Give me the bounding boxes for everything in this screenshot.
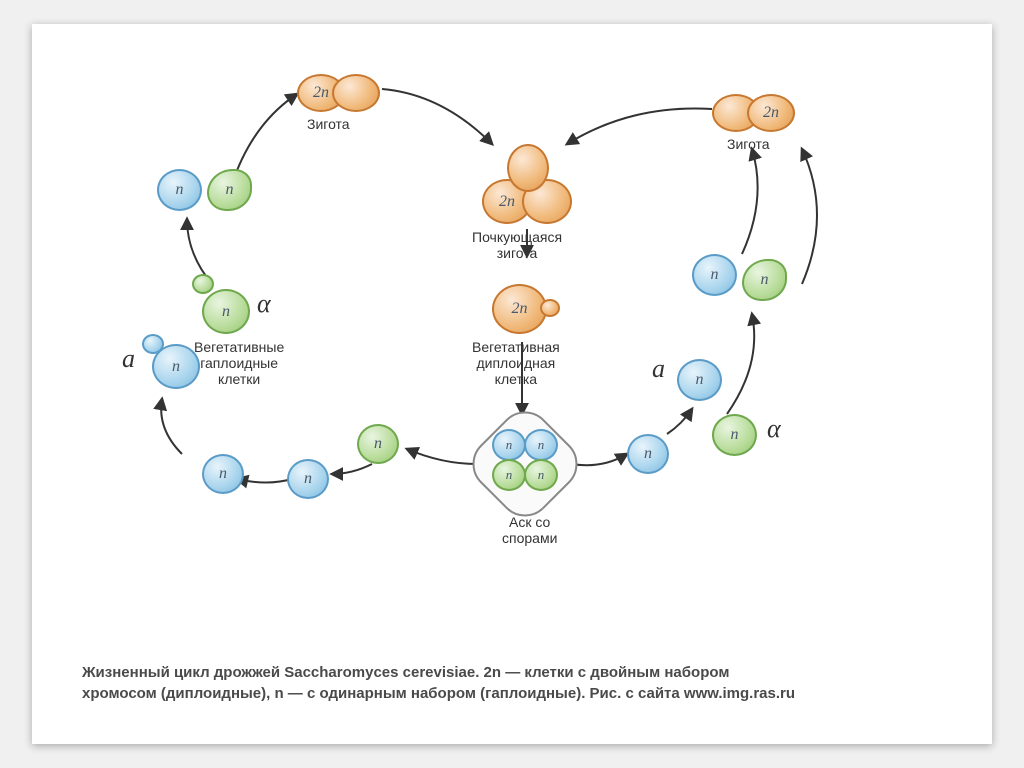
label-budding-zygote: Почкующаяся зигота xyxy=(472,229,562,261)
label-veg-diploid: Вегетативная диплоидная клетка xyxy=(472,339,560,387)
cell-n-blue-mr: n xyxy=(677,359,722,401)
caption-line1: Жизненный цикл дрожжей Saccharomyces cer… xyxy=(82,662,932,683)
ascus-spore-3: n xyxy=(492,459,526,491)
greek-a-right: a xyxy=(652,354,665,384)
cell-n-green-tl: n xyxy=(207,169,252,211)
cell-n-green-mr: n xyxy=(712,414,757,456)
veg-hap-blue: n xyxy=(152,344,200,389)
ploidy-2n: 2n xyxy=(763,104,779,122)
cell-n-blue-tl: n xyxy=(157,169,202,211)
caption: Жизненный цикл дрожжей Saccharomyces cer… xyxy=(82,662,932,704)
cell-n-blue-br: n xyxy=(627,434,669,474)
zygote-right-lobe2: 2n xyxy=(747,94,795,132)
veg-diploid-cell: 2n xyxy=(492,284,547,334)
cell-n-green-bl: n xyxy=(357,424,399,464)
label-ascus: Аск со спорами xyxy=(502,514,557,546)
veg-hap-green: n xyxy=(202,289,250,334)
ploidy-2n: 2n xyxy=(499,193,515,211)
cell-n-blue-bl2: n xyxy=(202,454,244,494)
veg-diploid-bud xyxy=(540,299,560,317)
ascus-spore-2: n xyxy=(524,429,558,461)
cell-n-blue-tr: n xyxy=(692,254,737,296)
ascus-shell xyxy=(461,400,588,527)
ploidy-2n: 2n xyxy=(512,300,528,318)
budding-zygote-lobe3 xyxy=(507,144,549,192)
ascus-spore-4: n xyxy=(524,459,558,491)
veg-hap-green-bud xyxy=(192,274,214,294)
label-zygote-right: Зигота xyxy=(727,136,770,152)
greek-alpha-right: α xyxy=(767,414,781,444)
greek-alpha-left: α xyxy=(257,289,271,319)
greek-a-left: a xyxy=(122,344,135,374)
label-veg-haploid: Вегетативные гаплоидные клетки xyxy=(194,339,284,387)
cell-n-green-tr: n xyxy=(742,259,787,301)
label-zygote-left: Зигота xyxy=(307,116,350,132)
diagram-area: 2n Зигота 2n Зигота 2n Почкующаяся зигот… xyxy=(72,34,952,634)
cell-n-blue-bl: n xyxy=(287,459,329,499)
zygote-left-lobe2 xyxy=(332,74,380,112)
ploidy-2n: 2n xyxy=(313,84,329,102)
slide: 2n Зигота 2n Зигота 2n Почкующаяся зигот… xyxy=(32,24,992,744)
caption-line2: хромосом (диплоидные), n — с одинарным н… xyxy=(82,683,932,704)
ascus-spore-1: n xyxy=(492,429,526,461)
